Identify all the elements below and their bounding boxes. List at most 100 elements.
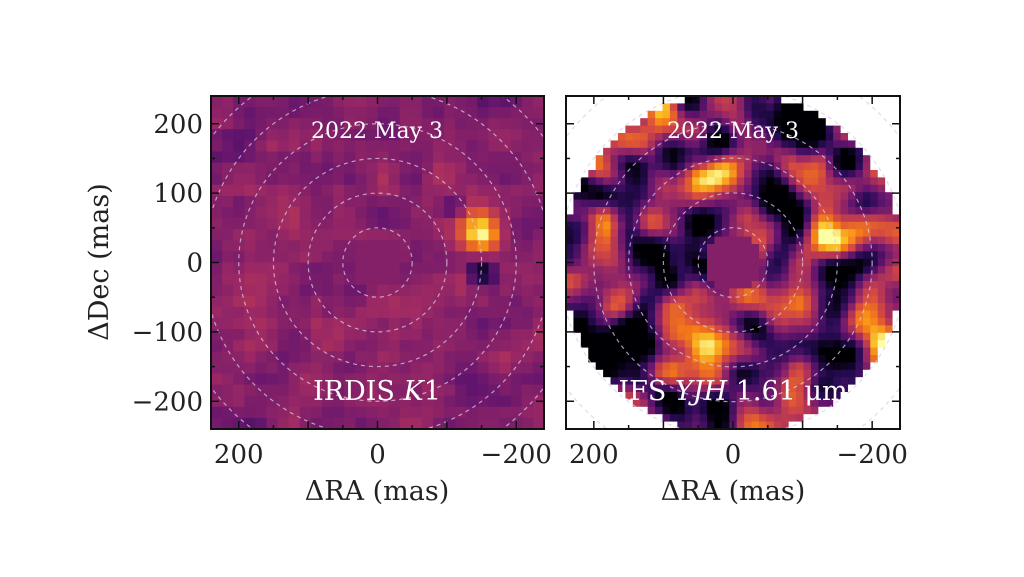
heatmap-pixel: [595, 103, 604, 112]
heatmap-pixel: [433, 118, 445, 130]
heatmap-pixel: [647, 214, 656, 223]
heatmap-pixel: [714, 281, 723, 289]
heatmap-pixel: [573, 310, 582, 319]
heatmap-pixel: [758, 406, 767, 415]
heatmap-pixel: [751, 406, 760, 415]
heatmap-pixel: [588, 140, 597, 149]
heatmap-pixel: [233, 362, 245, 375]
heatmap-pixel: [662, 303, 671, 312]
heatmap-pixel: [677, 318, 686, 326]
heatmap-pixel: [862, 266, 871, 275]
heatmap-pixel: [840, 318, 849, 326]
heatmap-pixel: [277, 351, 290, 363]
heatmap-pixel: [892, 266, 900, 275]
heatmap-pixel: [736, 177, 745, 186]
heatmap-pixel: [655, 288, 664, 297]
heatmap-pixel: [322, 107, 334, 119]
heatmap-pixel: [840, 406, 849, 415]
heatmap-pixel: [781, 236, 790, 245]
heatmap-pixel: [714, 310, 723, 319]
heatmap-pixel: [892, 125, 900, 134]
heatmap-pixel: [862, 251, 871, 260]
heatmap-pixel: [862, 184, 871, 193]
heatmap-pixel: [333, 162, 345, 175]
heatmap-pixel: [322, 329, 334, 341]
heatmap-pixel: [566, 355, 575, 363]
heatmap-pixel: [870, 184, 879, 193]
heatmap-pixel: [333, 373, 345, 386]
heatmap-pixel: [617, 155, 626, 164]
heatmap-pixel: [840, 192, 849, 201]
heatmap-pixel: [684, 332, 693, 341]
x-tick-label: 0: [725, 440, 742, 470]
heatmap-pixel: [222, 395, 234, 408]
heatmap-pixel: [288, 107, 301, 119]
heatmap-pixel: [803, 133, 812, 141]
heatmap-pixel: [758, 199, 767, 208]
heatmap-pixel: [803, 184, 812, 193]
heatmap-pixel: [488, 240, 501, 252]
heatmap-pixel: [662, 207, 671, 215]
heatmap-pixel: [662, 147, 671, 156]
heatmap-pixel: [595, 295, 604, 304]
heatmap-pixel: [848, 377, 857, 386]
heatmap-pixel: [477, 184, 490, 197]
heatmap-pixel: [781, 399, 790, 408]
heatmap-pixel: [840, 325, 849, 334]
heatmap-pixel: [299, 273, 312, 286]
heatmap-pixel: [617, 318, 626, 326]
heatmap-pixel: [744, 258, 753, 267]
heatmap-pixel: [617, 229, 626, 238]
heatmap-pixel: [288, 251, 301, 264]
heatmap-pixel: [721, 421, 730, 429]
heatmap-pixel: [877, 281, 886, 289]
heatmap-pixel: [818, 192, 827, 201]
heatmap-pixel: [699, 229, 708, 238]
heatmap-pixel: [310, 351, 323, 363]
heatmap-pixel: [669, 332, 678, 341]
heatmap-pixel: [610, 347, 619, 356]
heatmap-pixel: [870, 162, 879, 171]
heatmap-pixel: [796, 199, 805, 208]
heatmap-pixel: [255, 295, 268, 308]
heatmap-pixel: [885, 421, 894, 429]
heatmap-pixel: [610, 288, 619, 297]
heatmap-pixel: [766, 406, 775, 415]
heatmap-pixel: [625, 369, 634, 378]
heatmap-pixel: [603, 96, 612, 104]
heatmap-pixel: [877, 199, 886, 208]
heatmap-pixel: [669, 184, 678, 193]
heatmap-pixel: [766, 332, 775, 341]
heatmap-pixel: [573, 369, 582, 378]
heatmap-pixel: [729, 251, 738, 260]
heatmap-pixel: [662, 362, 671, 371]
heatmap-pixel: [244, 373, 256, 386]
heatmap-pixel: [818, 155, 827, 164]
heatmap-pixel: [833, 369, 842, 378]
heatmap-pixel: [532, 384, 544, 397]
heatmap-pixel: [766, 340, 775, 349]
heatmap-pixel: [677, 103, 686, 112]
heatmap-pixel: [758, 229, 767, 238]
heatmap-pixel: [625, 192, 634, 201]
heatmap-pixel: [744, 392, 753, 400]
heatmap-pixel: [355, 251, 367, 264]
heatmap-pixel: [781, 103, 790, 112]
heatmap-pixel: [588, 221, 597, 230]
heatmap-pixel: [344, 195, 356, 208]
heatmap-pixel: [625, 310, 634, 319]
heatmap-pixel: [444, 129, 456, 141]
heatmap-pixel: [410, 395, 423, 408]
heatmap-pixel: [677, 184, 686, 193]
heatmap-pixel: [466, 351, 478, 363]
heatmap-pixel: [736, 399, 745, 408]
heatmap-pixel: [595, 147, 604, 156]
heatmap-pixel: [744, 125, 753, 134]
heatmap-pixel: [707, 384, 716, 393]
heatmap-pixel: [366, 184, 379, 197]
heatmap-pixel: [825, 266, 834, 275]
heatmap-pixel: [885, 332, 894, 341]
heatmap-pixel: [566, 147, 575, 156]
heatmap-pixel: [566, 155, 575, 164]
heatmap-pixel: [781, 377, 790, 386]
